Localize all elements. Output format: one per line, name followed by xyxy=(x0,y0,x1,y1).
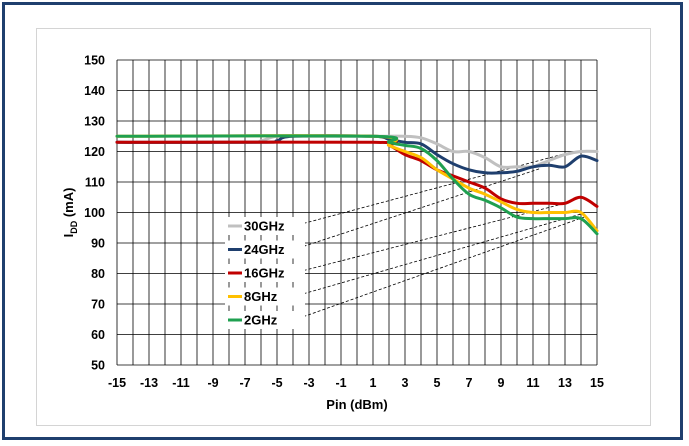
x-tick-label: 5 xyxy=(434,376,441,390)
x-tick-label: 15 xyxy=(590,376,604,390)
legend-leader-16GHz xyxy=(294,203,565,273)
x-tick-label: 13 xyxy=(558,376,572,390)
x-tick-label: -3 xyxy=(303,376,314,390)
legend-leader-8GHz xyxy=(294,214,581,296)
x-tick-label: -5 xyxy=(271,376,282,390)
x-tick-label: -13 xyxy=(140,376,158,390)
y-tick-label: 50 xyxy=(91,359,105,373)
x-tick-label: -7 xyxy=(239,376,250,390)
y-axis-title-unit: (mA) xyxy=(61,188,76,221)
x-tick-label: -9 xyxy=(207,376,218,390)
y-tick-label: 150 xyxy=(84,54,105,68)
legend-label-24GHz: 24GHz xyxy=(244,242,285,257)
legend-leader-2GHz xyxy=(294,217,584,320)
y-tick-label: 130 xyxy=(84,115,105,129)
y-tick-label: 120 xyxy=(84,145,105,159)
legend: 30GHz 24GHz 16GHz 8GHz 2GHz xyxy=(225,217,305,329)
y-tick-label: 110 xyxy=(85,176,105,190)
x-tick-label: 7 xyxy=(466,376,473,390)
y-tick-labels: 50 60 70 80 90 100 110 120 130 140 150 xyxy=(84,54,105,373)
x-tick-label: -1 xyxy=(335,376,346,390)
legend-label-30GHz: 30GHz xyxy=(244,219,285,234)
y-tick-label: 140 xyxy=(84,84,105,98)
legend-label-2GHz: 2GHz xyxy=(244,313,278,328)
legend-leader-30GHz xyxy=(294,152,573,227)
x-tick-label: -11 xyxy=(172,376,189,390)
y-tick-label: 80 xyxy=(91,267,105,281)
x-tick-label: -15 xyxy=(108,376,126,390)
legend-leader-lines xyxy=(294,152,584,321)
y-tick-label: 90 xyxy=(91,237,105,251)
x-tick-label: 9 xyxy=(498,376,505,390)
x-tick-label: 1 xyxy=(370,376,377,390)
y-tick-label: 70 xyxy=(91,298,105,312)
x-axis-title: Pin (dBm) xyxy=(326,397,387,412)
legend-label-16GHz: 16GHz xyxy=(244,266,285,281)
y-tick-label: 100 xyxy=(84,206,105,220)
y-axis-title: IDD (mA) xyxy=(61,188,79,238)
x-tick-labels: -15 -13 -11 -9 -7 -5 -3 -1 1 3 5 7 9 11 13 15 xyxy=(108,376,604,390)
legend-label-8GHz: 8GHz xyxy=(244,289,278,304)
x-tick-label: 3 xyxy=(402,376,409,390)
y-axis-title-subscript: DD xyxy=(69,220,79,233)
x-tick-label: 11 xyxy=(526,376,539,390)
y-tick-label: 60 xyxy=(91,328,105,342)
